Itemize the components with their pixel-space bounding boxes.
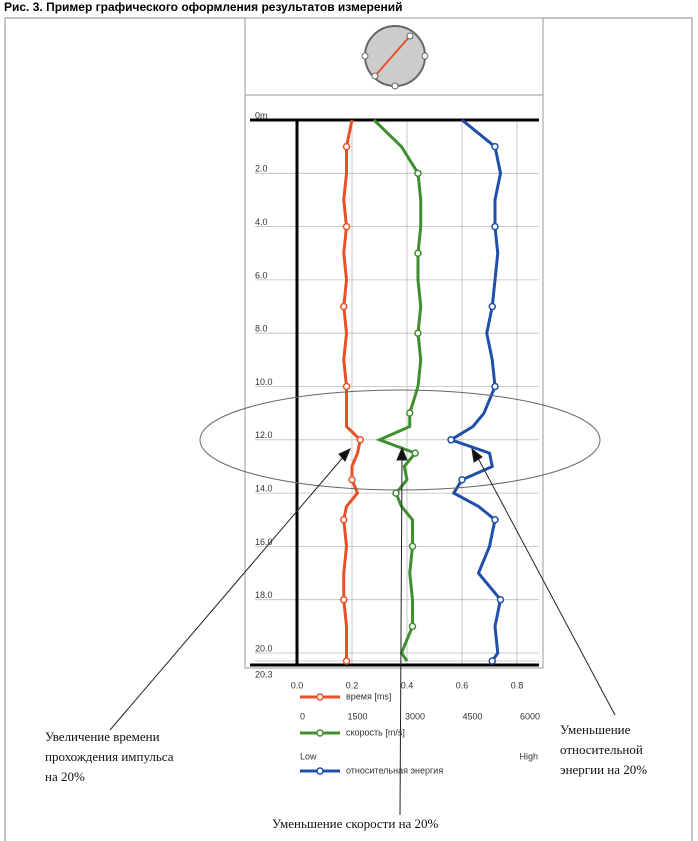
- y-tick-label: 6.0: [255, 270, 268, 280]
- x-tick-label: 0.0: [291, 680, 304, 690]
- annotations: Увеличение времени прохождения импульса на…: [45, 722, 647, 831]
- marker: [344, 224, 350, 230]
- annotation: энергии на 20%: [560, 762, 647, 777]
- marker: [393, 490, 399, 496]
- y-tick-label: 2.0: [255, 164, 268, 174]
- y-tick-label: 20.0: [255, 643, 273, 653]
- velocity-scale-label: 6000: [520, 711, 540, 721]
- x-tick-label: 0.4: [401, 680, 414, 690]
- y-tick-label: 18.0: [255, 590, 273, 600]
- y-tick-label: 4.0: [255, 217, 268, 227]
- marker: [489, 304, 495, 310]
- marker: [489, 658, 495, 664]
- annotation: относительной: [560, 742, 643, 757]
- annotation: Уменьшение скорости на 20%: [272, 816, 439, 831]
- marker: [341, 304, 347, 310]
- velocity-scale-label: 0: [300, 711, 305, 721]
- energy-scale-label: High: [519, 751, 538, 761]
- legend-marker: [317, 730, 323, 736]
- legend-label: скорость [m/s]: [346, 727, 405, 737]
- marker: [415, 330, 421, 336]
- marker: [341, 597, 347, 603]
- marker: [459, 477, 465, 483]
- y-tick-label: 16.0: [255, 537, 273, 547]
- marker: [492, 224, 498, 230]
- marker: [357, 437, 363, 443]
- velocity-scale-label: 1500: [347, 711, 367, 721]
- energy-scale-label: Low: [300, 751, 317, 761]
- velocity-scale-label: 3000: [405, 711, 425, 721]
- marker: [412, 450, 418, 456]
- marker: [492, 384, 498, 390]
- legend-label: относительная энергия: [346, 765, 443, 775]
- velocity-scale-label: 4500: [462, 711, 482, 721]
- y-tick-label: 10.0: [255, 377, 273, 387]
- figure: Рис. 3. Пример графического оформления р…: [0, 0, 698, 841]
- y-tick-label: 8.0: [255, 324, 268, 334]
- annotation: на 20%: [45, 769, 85, 784]
- x-tick-label: 0.6: [456, 680, 469, 690]
- x-tick-label: 0.8: [511, 680, 524, 690]
- marker: [344, 658, 350, 664]
- marker: [415, 170, 421, 176]
- marker: [407, 410, 413, 416]
- marker: [448, 437, 454, 443]
- legend-marker: [317, 694, 323, 700]
- marker: [349, 477, 355, 483]
- chart-panel: [245, 18, 543, 668]
- marker: [410, 623, 416, 629]
- x-tick-label: 0.2: [346, 680, 359, 690]
- legend-marker: [317, 768, 323, 774]
- marker: [344, 384, 350, 390]
- annotation: Уменьшение: [560, 722, 631, 737]
- page: {"title":"Рис. 3. Пример графического оф…: [0, 0, 698, 841]
- y-tick-label: 20.3: [255, 669, 273, 679]
- annotation: прохождения импульса: [45, 749, 174, 764]
- legend-label: время [ms]: [346, 691, 391, 701]
- y-tick-label: 14.0: [255, 483, 273, 493]
- marker: [415, 250, 421, 256]
- annotation: Увеличение времени: [45, 729, 160, 744]
- marker: [492, 144, 498, 150]
- y-tick-label: 12.0: [255, 430, 273, 440]
- figure-title: Рис. 3. Пример графического оформления р…: [4, 0, 403, 14]
- marker: [341, 517, 347, 523]
- marker: [498, 597, 504, 603]
- marker: [410, 543, 416, 549]
- marker: [344, 144, 350, 150]
- marker: [492, 517, 498, 523]
